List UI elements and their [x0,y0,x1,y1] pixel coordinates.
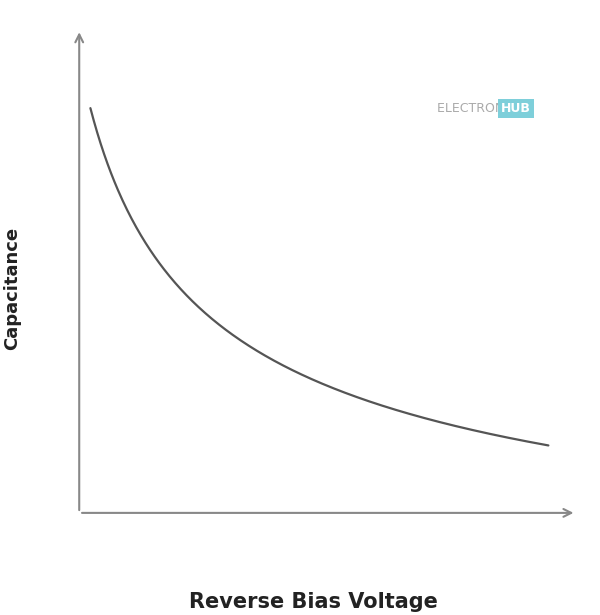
Text: Capacitance: Capacitance [3,226,21,349]
Text: ELECTRONICS: ELECTRONICS [437,101,528,114]
Text: Reverse Bias Voltage: Reverse Bias Voltage [190,592,438,611]
Text: HUB: HUB [501,101,531,114]
